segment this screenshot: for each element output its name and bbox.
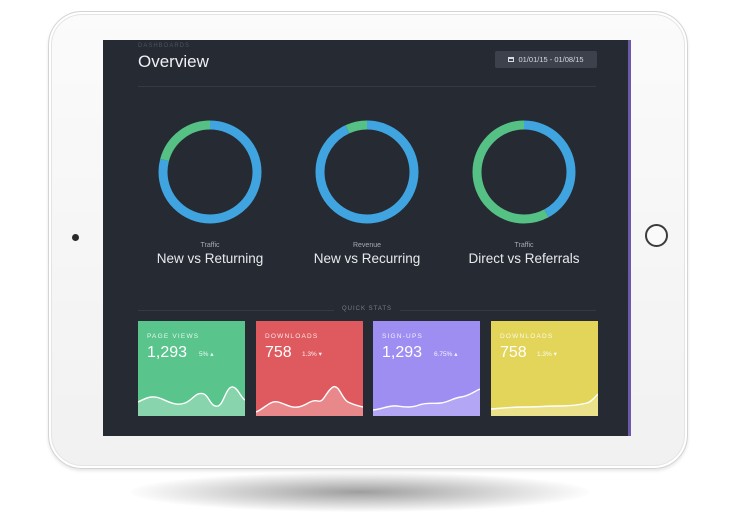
chart-subtitle: Traffic (200, 242, 220, 249)
stat-card-page-views[interactable]: PAGE VIEWS 1,293 5% ▴ (138, 321, 245, 416)
stat-change-value: 6.75% (434, 351, 453, 358)
stat-value: 758 (500, 344, 527, 361)
stat-label: SIGN-UPS (382, 333, 424, 340)
donut-segment-1 (315, 120, 419, 224)
chart-title: New vs Recurring (313, 251, 421, 266)
stat-value: 758 (265, 344, 292, 361)
stat-card-downloads-2[interactable]: DOWNLOADS 758 1.3% ▾ (491, 321, 598, 416)
stat-value: 1,293 (147, 344, 188, 361)
sparkline (138, 386, 245, 416)
donut-ring (472, 120, 576, 224)
donut-segment-1 (472, 120, 576, 224)
stat-change-value: 5% (199, 351, 209, 358)
date-range-button[interactable]: 01/01/15 - 01/08/15 (495, 51, 597, 68)
trend-up-icon: ▴ (454, 351, 458, 358)
stat-card-downloads[interactable]: DOWNLOADS 758 1.3% ▾ (256, 321, 363, 416)
chart-title: Direct vs Referrals (468, 251, 580, 266)
stat-change: 1.3% ▾ (537, 350, 557, 358)
dashboard-screen: DASHBOARDS Overview 01/01/15 - 01/08/15 … (103, 40, 631, 436)
quick-stats-separator: QUICK STATS (138, 306, 596, 315)
scrollbar[interactable] (628, 40, 631, 436)
revenue-new-vs-recurring-chart: Revenue New vs Recurring (311, 116, 423, 266)
sparkline (373, 388, 480, 416)
sparkline (491, 393, 598, 416)
calendar-icon (508, 57, 515, 62)
traffic-new-vs-returning-chart: Traffic New vs Returning (154, 116, 266, 266)
breadcrumb[interactable]: DASHBOARDS (138, 43, 191, 49)
date-range-label: 01/01/15 - 01/08/15 (518, 55, 584, 64)
sparkline (256, 385, 363, 416)
stat-label: DOWNLOADS (265, 333, 319, 340)
traffic-direct-vs-referrals-chart: Traffic Direct vs Referrals (468, 116, 580, 266)
donut-ring (315, 120, 419, 224)
stat-card-sign-ups[interactable]: SIGN-UPS 1,293 6.75% ▴ (373, 321, 480, 416)
trend-up-icon: ▴ (210, 351, 214, 358)
stat-change-value: 1.3% (302, 351, 317, 358)
chart-subtitle: Traffic (514, 242, 534, 249)
stat-change: 6.75% ▴ (434, 350, 458, 358)
device-shadow (130, 472, 590, 512)
stat-change-value: 1.3% (537, 351, 552, 358)
stat-value: 1,293 (382, 344, 423, 361)
home-button[interactable] (645, 224, 668, 247)
camera-icon (72, 234, 79, 241)
stat-change: 1.3% ▾ (302, 350, 322, 358)
stat-label: DOWNLOADS (500, 333, 554, 340)
trend-down-icon: ▾ (553, 351, 557, 358)
chart-subtitle: Revenue (352, 242, 382, 249)
trend-down-icon: ▾ (318, 351, 322, 358)
donut-segment-0 (315, 120, 419, 224)
page-title: Overview (138, 52, 209, 71)
quick-stats-label-wrap: QUICK STATS (138, 306, 596, 312)
quick-stats-label: QUICK STATS (333, 306, 401, 312)
header-divider (138, 86, 596, 87)
chart-title: New vs Returning (156, 251, 264, 266)
stat-change: 5% ▴ (199, 350, 213, 358)
donut-ring (158, 120, 262, 224)
stat-label: PAGE VIEWS (147, 333, 200, 340)
donut-segment-1 (158, 120, 262, 224)
